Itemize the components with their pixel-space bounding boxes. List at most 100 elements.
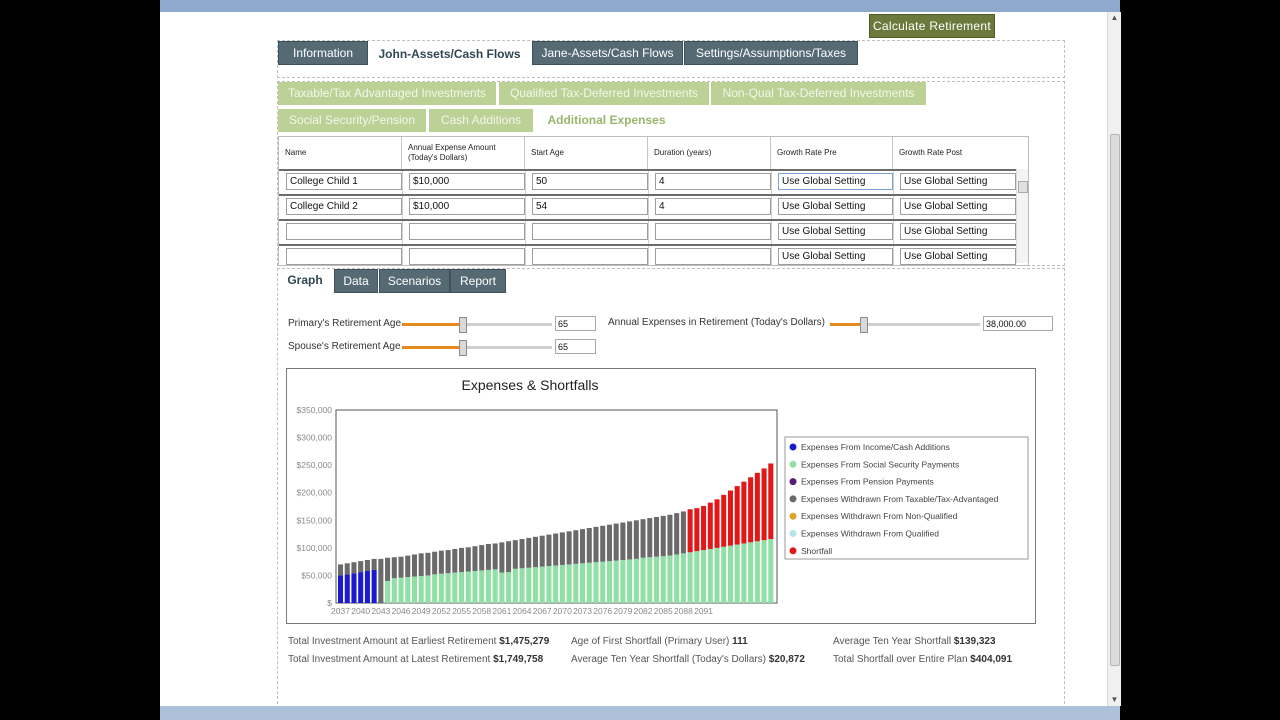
name-input[interactable] (286, 223, 402, 240)
left-black-border (0, 0, 160, 720)
growth-pre-input[interactable]: Use Global Setting (778, 173, 893, 190)
stat-label: Total Shortfall over Entire Plan (833, 654, 968, 665)
legend-swatch (789, 530, 797, 537)
bar-segment (364, 559, 370, 572)
duration-input[interactable]: 4 (655, 198, 771, 215)
calculate-retirement-button[interactable]: Calculate Retirement (869, 14, 995, 38)
bar-segment (492, 543, 498, 570)
bar-segment (371, 569, 377, 603)
tab-graph[interactable]: Graph (278, 269, 332, 291)
y-tick-label: $300,000 (297, 433, 333, 443)
bar-segment (411, 576, 417, 603)
tab-john-assets[interactable]: John-Assets/Cash Flows (368, 43, 531, 65)
window-scroll-thumb[interactable] (1110, 134, 1120, 666)
scroll-up-icon[interactable]: ▲ (1110, 13, 1119, 22)
bar-segment (627, 559, 633, 603)
x-tick-label: 2091 (694, 606, 713, 616)
tab-report[interactable]: Report (450, 269, 506, 293)
growth-post-input[interactable]: Use Global Setting (900, 198, 1016, 215)
spouse-age-slider[interactable] (402, 340, 552, 356)
tab-cash-additions[interactable]: Cash Additions (429, 109, 533, 132)
bar-segment (586, 528, 592, 563)
x-tick-label: 2076 (593, 606, 612, 616)
primary-age-label: Primary's Retirement Age (288, 318, 402, 329)
grid-scrollbar[interactable] (1016, 169, 1028, 263)
y-tick-label: $50,000 (301, 570, 332, 580)
tab-settings[interactable]: Settings/Assumptions/Taxes (684, 41, 858, 65)
bar-segment (586, 562, 592, 603)
scroll-down-icon[interactable]: ▼ (1110, 695, 1119, 704)
bar-segment (721, 494, 727, 547)
growth-pre-input[interactable]: Use Global Setting (778, 248, 893, 265)
tab-scenarios[interactable]: Scenarios (379, 269, 450, 293)
amount-input[interactable] (409, 248, 525, 265)
tab-information[interactable]: Information (278, 41, 368, 65)
stat-label: Average Ten Year Shortfall (Today's Doll… (571, 654, 766, 665)
bar-segment (580, 563, 586, 603)
start-age-input[interactable] (532, 248, 648, 265)
name-input[interactable]: College Child 2 (286, 198, 402, 215)
stat-value: 111 (732, 636, 748, 647)
bar-segment (667, 514, 673, 556)
y-tick-label: $200,000 (297, 488, 333, 498)
duration-input[interactable]: 4 (655, 173, 771, 190)
bar-segment (351, 573, 357, 603)
annual-expenses-input[interactable]: 38,000.00 (983, 316, 1053, 331)
x-tick-label: 2064 (513, 606, 532, 616)
amount-input[interactable] (409, 223, 525, 240)
tab-data[interactable]: Data (334, 269, 378, 293)
header-duration: Duration (years) (648, 137, 771, 169)
duration-input[interactable] (655, 248, 771, 265)
tab-additional-expenses[interactable]: Additional Expenses (535, 109, 678, 132)
tab-qualified-investments[interactable]: Qualified Tax-Deferred Investments (499, 82, 709, 105)
bar-segment (680, 553, 686, 603)
slider-knob[interactable] (860, 317, 868, 333)
bar-segment (465, 547, 471, 572)
legend-entry: Expenses Withdrawn From Taxable/Tax-Adva… (801, 494, 999, 504)
name-input[interactable]: College Child 1 (286, 173, 402, 190)
annual-expenses-slider[interactable] (830, 317, 980, 333)
x-tick-label: 2085 (654, 606, 673, 616)
slider-knob[interactable] (459, 340, 467, 356)
primary-age-slider[interactable] (402, 317, 552, 333)
bar-segment (640, 557, 646, 603)
legend-box (784, 436, 1029, 560)
stat-value: $20,872 (768, 654, 805, 665)
tab-jane-assets[interactable]: Jane-Assets/Cash Flows (532, 41, 683, 65)
growth-pre-input[interactable]: Use Global Setting (778, 223, 893, 240)
growth-post-input[interactable]: Use Global Setting (900, 223, 1016, 240)
bar-segment (694, 508, 700, 552)
bar-segment (526, 567, 532, 603)
bar-segment (653, 556, 660, 603)
name-input[interactable] (286, 248, 402, 265)
stat-avg-shortfall-todays: Average Ten Year Shortfall (Today's Doll… (571, 654, 805, 665)
tab-social-security[interactable]: Social Security/Pension (278, 109, 426, 132)
growth-pre-input[interactable]: Use Global Setting (778, 198, 893, 215)
tab-taxable-investments[interactable]: Taxable/Tax Advantaged Investments (278, 82, 496, 105)
bar-segment (485, 569, 491, 603)
grid-scroll-thumb[interactable] (1018, 181, 1028, 193)
primary-age-input[interactable]: 65 (555, 316, 596, 331)
growth-post-input[interactable]: Use Global Setting (900, 173, 1016, 190)
bar-segment (714, 499, 720, 548)
duration-input[interactable] (655, 223, 771, 240)
tab-nonqual-investments[interactable]: Non-Qual Tax-Deferred Investments (711, 82, 926, 105)
bar-segment (553, 533, 559, 566)
bar-segment (532, 567, 539, 603)
spouse-age-input[interactable]: 65 (555, 339, 596, 354)
bar-segment (613, 523, 619, 561)
bar-segment (364, 571, 370, 603)
legend-swatch (789, 547, 797, 555)
window-scrollbar[interactable]: ▲ ▼ (1107, 12, 1121, 706)
app-content: Calculate Retirement Information John-As… (160, 12, 1107, 709)
growth-post-input[interactable]: Use Global Setting (900, 248, 1016, 265)
start-age-input[interactable]: 54 (532, 198, 648, 215)
stat-avg-ten-year-shortfall: Average Ten Year Shortfall $139,323 (833, 636, 996, 647)
start-age-input[interactable]: 50 (532, 173, 648, 190)
amount-input[interactable]: $10,000 (409, 173, 525, 190)
y-tick-label: $ (327, 598, 332, 608)
slider-knob[interactable] (459, 317, 467, 333)
start-age-input[interactable] (532, 223, 648, 240)
x-tick-label: 2082 (634, 606, 653, 616)
amount-input[interactable]: $10,000 (409, 198, 525, 215)
